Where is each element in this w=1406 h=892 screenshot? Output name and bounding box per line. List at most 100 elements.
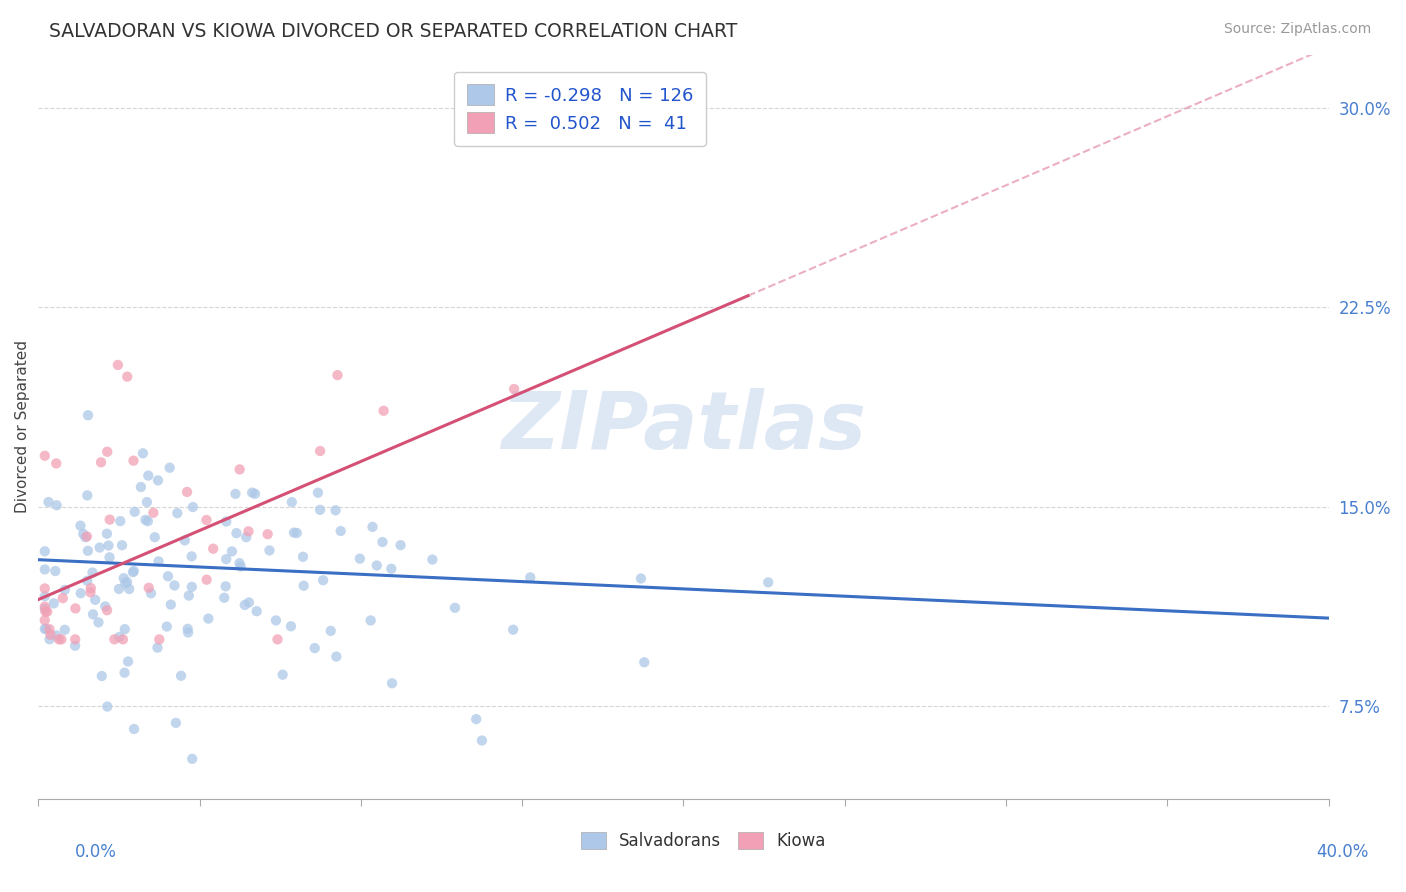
Point bbox=[366, 558, 388, 573]
Point bbox=[326, 368, 349, 383]
Point bbox=[129, 480, 152, 494]
Point bbox=[90, 669, 112, 683]
Point bbox=[103, 632, 125, 647]
Point bbox=[34, 582, 56, 596]
Point bbox=[235, 530, 257, 544]
Point bbox=[80, 581, 103, 595]
Point bbox=[630, 572, 652, 586]
Point bbox=[291, 549, 314, 564]
Point bbox=[107, 358, 129, 372]
Point bbox=[148, 554, 170, 568]
Point bbox=[69, 518, 91, 533]
Point bbox=[45, 457, 67, 471]
Point bbox=[122, 453, 145, 467]
Point bbox=[94, 599, 117, 614]
Point bbox=[389, 538, 412, 552]
Point bbox=[97, 539, 120, 553]
Point bbox=[165, 715, 187, 730]
Point bbox=[264, 614, 287, 628]
Point bbox=[502, 623, 524, 637]
Point bbox=[37, 605, 59, 619]
Point bbox=[34, 602, 56, 616]
Point bbox=[259, 543, 281, 558]
Point bbox=[115, 369, 138, 384]
Point bbox=[142, 506, 165, 520]
Point bbox=[360, 614, 382, 628]
Point bbox=[76, 529, 98, 543]
Point bbox=[228, 556, 250, 570]
Point bbox=[238, 524, 260, 539]
Point bbox=[159, 598, 181, 612]
Point bbox=[319, 624, 342, 638]
Point bbox=[90, 455, 112, 469]
Text: 0.0%: 0.0% bbox=[75, 843, 117, 861]
Point bbox=[69, 586, 91, 600]
Point bbox=[65, 601, 87, 615]
Y-axis label: Divorced or Separated: Divorced or Separated bbox=[15, 341, 30, 514]
Point bbox=[444, 600, 467, 615]
Point bbox=[224, 487, 246, 501]
Point bbox=[76, 574, 98, 588]
Point bbox=[63, 632, 86, 647]
Point bbox=[87, 615, 110, 630]
Point bbox=[35, 622, 58, 636]
Point bbox=[96, 444, 118, 458]
Point bbox=[84, 592, 107, 607]
Point bbox=[51, 632, 73, 647]
Point bbox=[122, 565, 145, 579]
Point bbox=[228, 462, 250, 476]
Point bbox=[146, 640, 169, 655]
Point bbox=[180, 549, 202, 564]
Point bbox=[82, 607, 104, 622]
Point bbox=[53, 582, 76, 597]
Point bbox=[271, 667, 294, 681]
Point bbox=[307, 485, 329, 500]
Point bbox=[170, 669, 193, 683]
Point bbox=[39, 628, 62, 642]
Point bbox=[82, 566, 104, 580]
Point bbox=[110, 514, 132, 528]
Point bbox=[177, 589, 200, 603]
Point bbox=[79, 585, 101, 599]
Point bbox=[111, 632, 134, 647]
Legend: Salvadorans, Kiowa: Salvadorans, Kiowa bbox=[574, 825, 832, 857]
Point bbox=[159, 460, 181, 475]
Point bbox=[37, 495, 59, 509]
Point bbox=[197, 611, 219, 625]
Point bbox=[329, 524, 352, 538]
Point bbox=[63, 639, 86, 653]
Point bbox=[77, 409, 100, 423]
Point bbox=[163, 578, 186, 592]
Point bbox=[177, 625, 200, 640]
Point bbox=[225, 526, 247, 541]
Point bbox=[34, 613, 56, 627]
Point bbox=[136, 495, 159, 509]
Point bbox=[42, 596, 65, 610]
Point bbox=[122, 564, 145, 578]
Point bbox=[77, 543, 100, 558]
Point bbox=[34, 544, 56, 558]
Point bbox=[114, 665, 136, 680]
Point bbox=[215, 579, 238, 593]
Point bbox=[38, 632, 60, 647]
Point bbox=[45, 628, 67, 642]
Point bbox=[280, 619, 302, 633]
Point bbox=[132, 446, 155, 460]
Point bbox=[34, 562, 56, 576]
Point bbox=[115, 575, 138, 590]
Point bbox=[112, 571, 135, 585]
Point bbox=[34, 589, 56, 603]
Point bbox=[309, 503, 332, 517]
Point bbox=[240, 485, 263, 500]
Point bbox=[325, 503, 347, 517]
Point bbox=[52, 591, 75, 606]
Point bbox=[176, 484, 198, 499]
Point bbox=[143, 530, 166, 544]
Point bbox=[212, 591, 235, 605]
Point bbox=[283, 525, 305, 540]
Point bbox=[281, 495, 304, 509]
Text: SALVADORAN VS KIOWA DIVORCED OR SEPARATED CORRELATION CHART: SALVADORAN VS KIOWA DIVORCED OR SEPARATE… bbox=[49, 22, 738, 41]
Legend: R = -0.298   N = 126, R =  0.502   N =  41: R = -0.298 N = 126, R = 0.502 N = 41 bbox=[454, 71, 706, 145]
Point bbox=[44, 564, 66, 578]
Point bbox=[266, 632, 288, 647]
